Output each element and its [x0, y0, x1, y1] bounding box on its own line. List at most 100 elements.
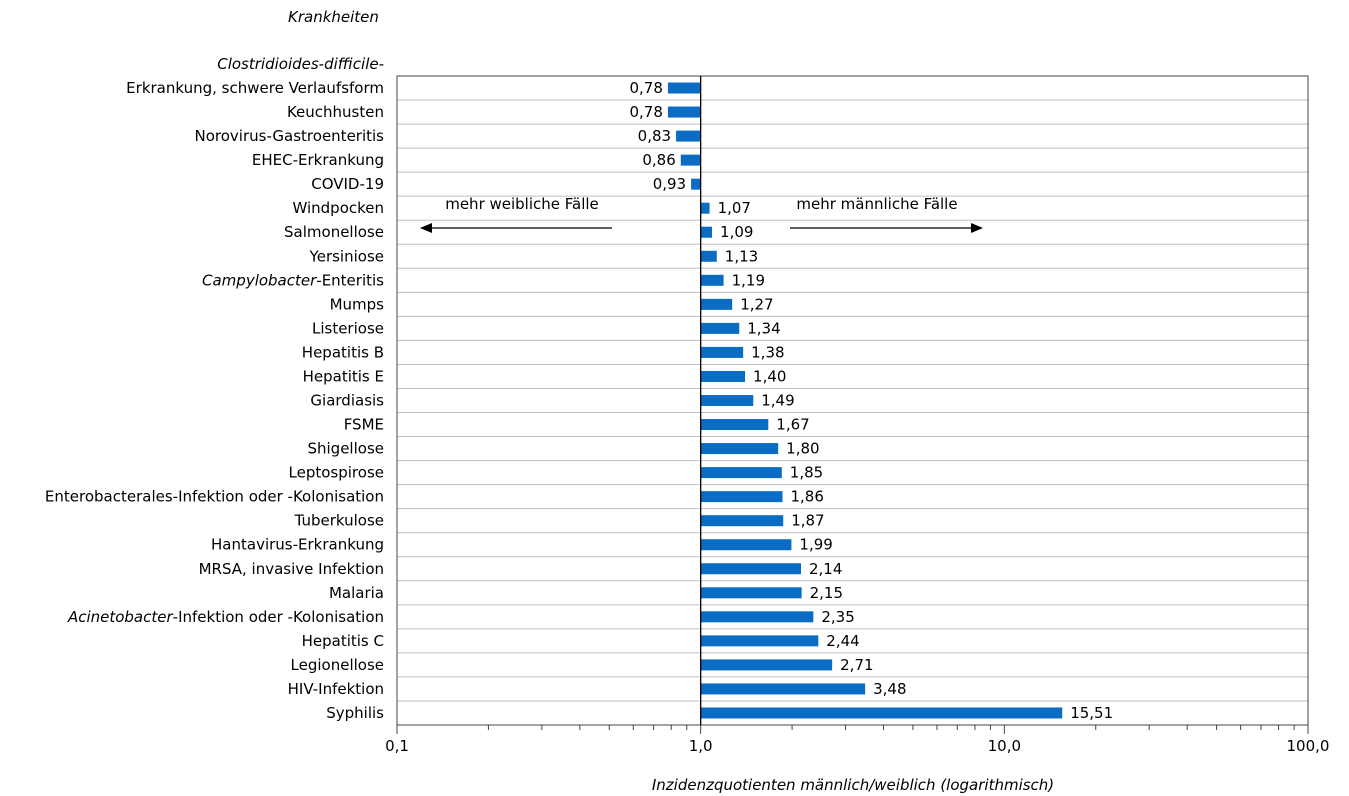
category-label: Syphilis [326, 704, 384, 722]
category-label: Enterobacterales-Infektion oder -Kolonis… [45, 488, 384, 506]
bars [667, 82, 1063, 719]
bar [700, 250, 717, 262]
category-label: Clostridioides-difficile- [217, 55, 384, 73]
category-label: Legionellose [291, 656, 384, 674]
bar [700, 274, 724, 286]
category-label: Hantavirus-Erkrankung [211, 536, 384, 554]
category-label: COVID-19 [311, 175, 384, 193]
value-label: 3,48 [873, 680, 906, 698]
category-label: HIV-Infektion [288, 680, 384, 698]
category-label: Campylobacter-Enteritis [202, 271, 384, 289]
bar [680, 154, 701, 166]
bar [700, 635, 819, 647]
bar [700, 563, 802, 575]
bar [700, 587, 802, 599]
value-label: 1,80 [786, 440, 819, 458]
bar [667, 82, 701, 94]
category-label: Norovirus-Gastroenteritis [195, 127, 385, 145]
value-label: 2,15 [810, 584, 843, 602]
bar [700, 346, 744, 358]
value-label: 2,44 [826, 632, 859, 650]
category-label: Hepatitis E [303, 367, 384, 385]
category-label: Listeriose [312, 319, 384, 337]
category-label: EHEC-Erkrankung [252, 151, 384, 169]
value-label: 1,40 [753, 367, 786, 385]
value-label: 0,83 [638, 127, 671, 145]
category-label: Acinetobacter-Infektion oder -Kolonisati… [67, 608, 384, 626]
category-label: Mumps [330, 295, 385, 313]
value-label: 0,78 [629, 79, 662, 97]
value-label: 1,38 [751, 343, 784, 361]
bar [700, 707, 1063, 719]
value-label: 1,85 [790, 464, 823, 482]
value-label: 1,99 [799, 536, 832, 554]
bar [700, 202, 710, 214]
bar [700, 683, 866, 695]
bar [700, 370, 746, 382]
annotation-female: mehr weibliche Fälle [445, 195, 599, 213]
value-label: 1,13 [725, 247, 758, 265]
x-axis-title: Inzidenzquotienten männlich/weiblich (lo… [652, 776, 1054, 794]
category-labels: Clostridioides-difficile- Erkrankung, sch… [45, 55, 384, 722]
category-label: FSME [344, 416, 384, 434]
bar [700, 611, 814, 623]
category-label: Salmonellose [284, 223, 384, 241]
x-tick-label: 10,0 [988, 737, 1021, 755]
x-tick-label: 100,0 [1287, 737, 1330, 755]
bar [700, 443, 779, 455]
value-label: 1,09 [720, 223, 753, 241]
bar [700, 298, 733, 310]
value-label: 1,87 [791, 512, 824, 530]
category-label: Malaria [329, 584, 384, 602]
category-label: Hepatitis C [302, 632, 384, 650]
value-label: 1,34 [747, 319, 780, 337]
bar [700, 467, 782, 479]
bar [700, 395, 754, 406]
value-label: 1,19 [732, 271, 765, 289]
category-label: Shigellose [307, 440, 384, 458]
category-label: Keuchhusten [287, 103, 384, 121]
value-label: 0,86 [642, 151, 675, 169]
grid-lines [397, 99, 1308, 702]
bar [700, 539, 792, 551]
value-label: 1,27 [740, 295, 773, 313]
y-axis-title: Krankheiten [288, 8, 379, 26]
value-label: 1,86 [791, 488, 824, 506]
bar [700, 226, 713, 238]
bar [700, 419, 769, 431]
value-label: 1,07 [718, 199, 751, 217]
value-label: 1,67 [776, 416, 809, 434]
annotation-male: mehr männliche Fälle [796, 195, 957, 213]
bar [700, 515, 784, 527]
plot-frame [396, 75, 1309, 726]
category-label: Erkrankung, schwere Verlaufsform [126, 79, 384, 97]
category-label: Yersiniose [309, 247, 384, 265]
bar [700, 322, 740, 334]
value-labels: 0,78 0,78 0,83 0,86 0,93 1,07 1,09 1,13 1,19 1,27… [629, 79, 1113, 722]
bar [676, 130, 701, 142]
x-axis-ticks: 0,1 1,0 10,0 100,0 [385, 725, 1329, 755]
arrow-left [420, 223, 612, 233]
category-label: Giardiasis [310, 392, 384, 410]
arrow-right [790, 223, 983, 233]
value-label: 15,51 [1070, 704, 1113, 722]
x-tick-label: 0,1 [385, 737, 409, 755]
bar [700, 659, 833, 671]
value-label: 2,14 [809, 560, 842, 578]
bar [700, 491, 783, 503]
annotations: mehr weibliche Fälle mehr männliche Fäll… [420, 195, 983, 233]
value-label: 1,49 [761, 392, 794, 410]
value-label: 0,93 [653, 175, 686, 193]
bar [691, 178, 701, 190]
bar [667, 106, 701, 118]
category-label: Leptospirose [289, 464, 384, 482]
value-label: 2,35 [821, 608, 854, 626]
category-label: Tuberkulose [294, 512, 384, 530]
x-tick-label: 1,0 [689, 737, 713, 755]
value-label: 0,78 [629, 103, 662, 121]
category-label: Windpocken [292, 199, 384, 217]
category-label: Hepatitis B [302, 343, 384, 361]
category-label: MRSA, invasive Infektion [199, 560, 384, 578]
value-label: 2,71 [840, 656, 873, 674]
